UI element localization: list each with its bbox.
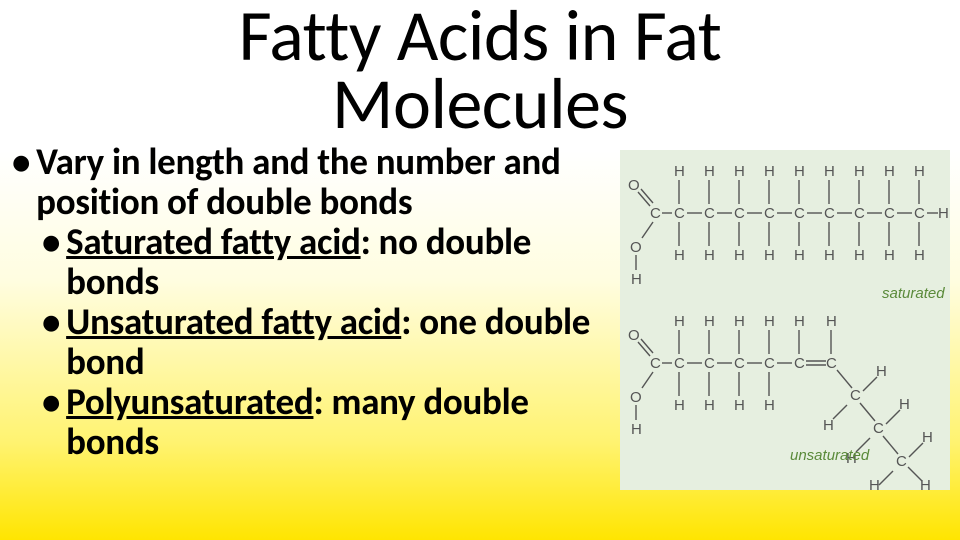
label-saturated: saturated	[882, 285, 945, 302]
svg-text:H: H	[854, 247, 865, 264]
atom-h: H	[631, 421, 642, 438]
svg-text:H: H	[764, 163, 775, 180]
molecule-svg: O C O H H C H H C H	[620, 150, 950, 490]
svg-text:H: H	[922, 429, 933, 446]
svg-text:H: H	[920, 477, 931, 490]
svg-text:C: C	[826, 355, 837, 372]
atom-o: O	[630, 239, 642, 256]
svg-text:H: H	[824, 247, 835, 264]
atom-h: H	[631, 271, 642, 288]
svg-text:H: H	[869, 477, 880, 490]
molecule-diagram: O C O H H C H H C H	[620, 150, 950, 490]
title-line-2: Molecules	[332, 60, 628, 148]
term-unsaturated: Unsaturated fatty acid	[66, 299, 401, 344]
svg-text:H: H	[704, 313, 715, 330]
bullet-sub-3: • Polyunsaturated: many double bonds	[42, 382, 602, 462]
svg-text:C: C	[674, 355, 685, 372]
bullet-main: • Vary in length and the number and posi…	[12, 142, 622, 222]
svg-text:H: H	[764, 397, 775, 414]
saturated-chain: H C H H C H H C H H C	[662, 163, 949, 264]
svg-text:H: H	[674, 163, 685, 180]
svg-text:H: H	[794, 247, 805, 264]
svg-text:H: H	[824, 163, 835, 180]
svg-text:H: H	[674, 247, 685, 264]
bullet-dot: •	[42, 382, 60, 422]
svg-text:C: C	[704, 355, 715, 372]
atom-c: C	[650, 355, 661, 372]
svg-text:C: C	[850, 387, 861, 404]
svg-text:C: C	[873, 420, 884, 437]
svg-text:H: H	[734, 247, 745, 264]
svg-text:H: H	[734, 313, 745, 330]
bullet-sub-1-text: Saturated fatty acid: no double bonds	[66, 222, 602, 302]
svg-text:H: H	[899, 396, 910, 413]
svg-text:H: H	[674, 313, 685, 330]
term-saturated: Saturated fatty acid	[66, 219, 360, 264]
svg-text:H: H	[794, 163, 805, 180]
svg-text:H: H	[704, 397, 715, 414]
atom-c: C	[650, 205, 661, 222]
slide-title: Fatty Acids in Fat Molecules	[0, 0, 960, 139]
svg-text:H: H	[823, 417, 834, 434]
svg-text:C: C	[734, 355, 745, 372]
svg-text:C: C	[764, 355, 775, 372]
svg-text:C: C	[674, 205, 685, 222]
svg-text:H: H	[826, 313, 837, 330]
svg-text:H: H	[938, 205, 949, 222]
svg-text:C: C	[914, 205, 925, 222]
svg-text:H: H	[884, 163, 895, 180]
atom-o: O	[628, 177, 640, 194]
bullet-sub-3-text: Polyunsaturated: many double bonds	[66, 382, 602, 462]
svg-text:H: H	[764, 313, 775, 330]
label-unsaturated: unsaturated	[790, 447, 870, 464]
svg-text:H: H	[876, 363, 887, 380]
svg-text:C: C	[854, 205, 865, 222]
svg-text:H: H	[704, 163, 715, 180]
bullet-dot: •	[42, 222, 60, 262]
svg-text:C: C	[734, 205, 745, 222]
svg-text:H: H	[854, 163, 865, 180]
svg-text:C: C	[884, 205, 895, 222]
term-polyunsaturated: Polyunsaturated	[66, 379, 313, 424]
svg-text:H: H	[794, 313, 805, 330]
svg-text:H: H	[914, 163, 925, 180]
svg-text:C: C	[704, 205, 715, 222]
svg-text:H: H	[914, 247, 925, 264]
svg-text:C: C	[794, 205, 805, 222]
svg-text:C: C	[824, 205, 835, 222]
svg-text:C: C	[794, 355, 805, 372]
bullet-main-text: Vary in length and the number and positi…	[36, 142, 622, 222]
atom-o: O	[628, 327, 640, 344]
bullet-dot: •	[42, 302, 60, 342]
svg-text:C: C	[896, 453, 907, 470]
bullet-dot: •	[12, 142, 30, 182]
bullet-sub-1: • Saturated fatty acid: no double bonds	[42, 222, 602, 302]
svg-text:H: H	[704, 247, 715, 264]
svg-text:H: H	[764, 247, 775, 264]
svg-text:C: C	[764, 205, 775, 222]
bullet-sub-2: • Unsaturated fatty acid: one double bon…	[42, 302, 602, 382]
svg-text:H: H	[674, 397, 685, 414]
svg-text:H: H	[884, 247, 895, 264]
atom-o: O	[630, 389, 642, 406]
svg-text:H: H	[734, 397, 745, 414]
bullet-sub-2-text: Unsaturated fatty acid: one double bond	[66, 302, 602, 382]
svg-text:H: H	[734, 163, 745, 180]
